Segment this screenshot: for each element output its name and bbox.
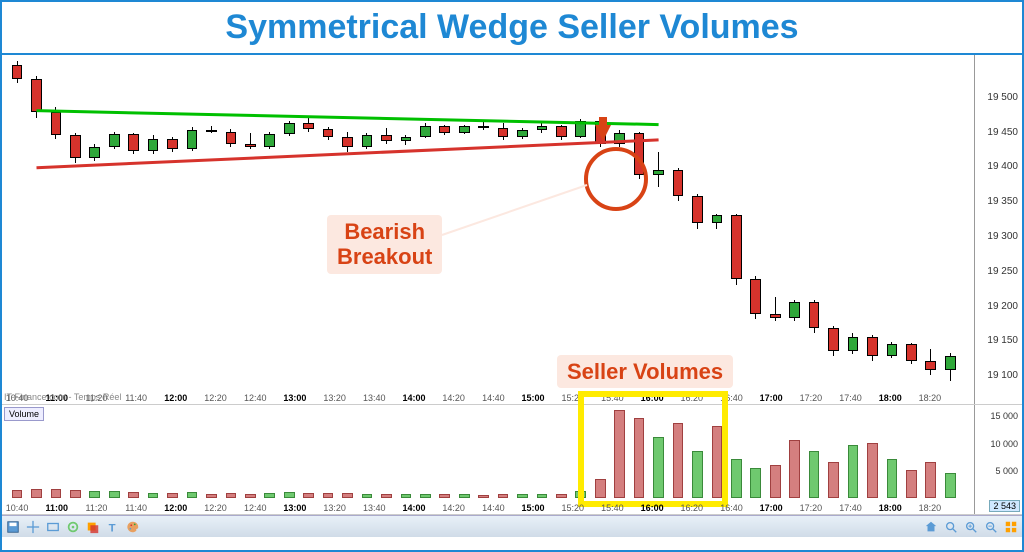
zoom-icon[interactable] [46,520,60,534]
cursor-value: 2 543 [989,500,1020,512]
search-icon[interactable] [944,520,958,534]
crosshair-icon[interactable] [26,520,40,534]
save-icon[interactable] [6,520,20,534]
seller-volumes-label: Seller Volumes [557,355,733,388]
bearish-breakout-label: Bearish Breakout [327,215,442,274]
grid-icon[interactable] [1004,520,1018,534]
breakout-circle [584,147,648,211]
settings-icon[interactable] [66,520,80,534]
watermark: IT-Finance.com - Temps Réel [4,392,121,402]
volume-chart: Volume 2 543 5 00010 00015 000 10:4011:0… [2,405,1022,515]
home-icon[interactable] [924,520,938,534]
volume-y-axis: 2 543 5 00010 00015 000 [974,405,1022,514]
svg-text:T: T [109,522,116,534]
arrow-down-icon [595,125,611,141]
price-y-axis: 19 10019 15019 20019 25019 30019 35019 4… [974,55,1022,404]
toolbar: T [2,515,1022,537]
chart-container: Bearish Breakout Seller Volumes 19 10019… [2,55,1022,545]
layers-icon[interactable] [86,520,100,534]
volume-x-axis: 10:4011:0011:2011:4012:0012:2012:4013:00… [2,498,974,514]
time-x-axis: 10:4011:0011:2011:4012:0012:2012:4013:00… [2,388,974,404]
palette-icon[interactable] [126,520,140,534]
volume-label: Volume [4,407,44,421]
price-chart: Bearish Breakout Seller Volumes 19 10019… [2,55,1022,405]
text-icon[interactable]: T [106,520,120,534]
zoom-in-icon[interactable] [964,520,978,534]
volume-highlight-box [578,391,728,507]
chart-title: Symmetrical Wedge Seller Volumes [2,2,1022,55]
zoom-out-icon[interactable] [984,520,998,534]
